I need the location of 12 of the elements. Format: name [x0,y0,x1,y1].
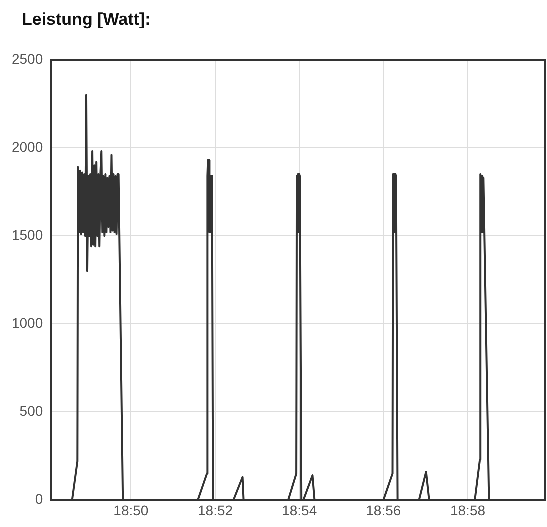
x-tick-label: 18:54 [282,502,318,518]
y-tick-label: 2500 [12,50,44,67]
x-tick-label: 18:58 [450,502,486,518]
y-tick-label: 2000 [12,138,44,155]
y-tick-label: 500 [20,403,44,420]
x-tick-label: 18:52 [198,502,234,518]
y-tick-label: 1500 [12,226,44,243]
x-tick-label: 18:50 [114,502,149,518]
chart-title: Leistung [Watt]: [22,10,151,30]
x-tick-label: 18:56 [366,502,402,518]
y-tick-label: 0 [35,491,44,508]
y-tick-label: 1000 [12,314,44,331]
